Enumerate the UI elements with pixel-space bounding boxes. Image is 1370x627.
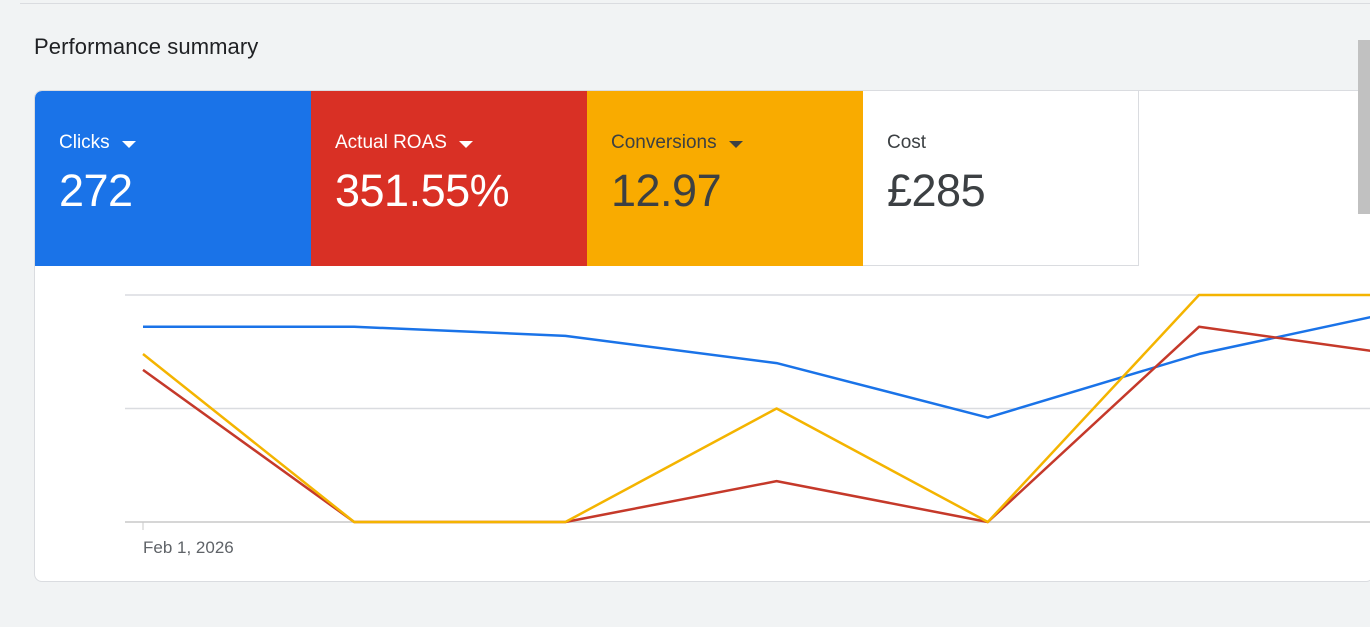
metric-tile-conversions[interactable]: Conversions 12.97 [587,91,863,266]
metric-label: Cost [887,132,927,153]
metric-tile-clicks[interactable]: Clicks 272 [35,91,311,266]
page-title: Performance summary [34,34,259,59]
metric-label: Conversions [611,132,717,153]
vertical-scrollbar[interactable] [1358,40,1370,214]
top-divider [20,3,1370,4]
dropdown-caret-icon[interactable] [458,140,473,148]
metric-tiles: Clicks 272 Actual ROAS 351.55% Conversio… [35,91,1139,266]
dropdown-caret-icon[interactable] [121,140,136,148]
series-line-conversions [142,293,1370,524]
series-line-clicks [143,315,1370,419]
metric-label: Actual ROAS [335,132,447,153]
metric-tile-cost[interactable]: Cost £285 [863,91,1139,266]
performance-card: Feb 1, 2026Feb 7 Clicks 272 Actual ROAS … [34,90,1370,582]
metric-label: Clicks [59,132,110,153]
dropdown-caret-icon[interactable] [728,140,743,148]
metric-tile-actual-roas[interactable]: Actual ROAS 351.55% [311,91,587,266]
metric-value: 12.97 [611,165,722,216]
metric-value: £285 [887,165,986,216]
performance-line-chart: Feb 1, 2026Feb 7 [125,293,1370,557]
series-line-actual-roas [142,325,1370,524]
metric-value: 272 [59,165,133,216]
x-tick-label: Feb 1, 2026 [143,538,234,557]
metric-value: 351.55% [335,165,510,216]
